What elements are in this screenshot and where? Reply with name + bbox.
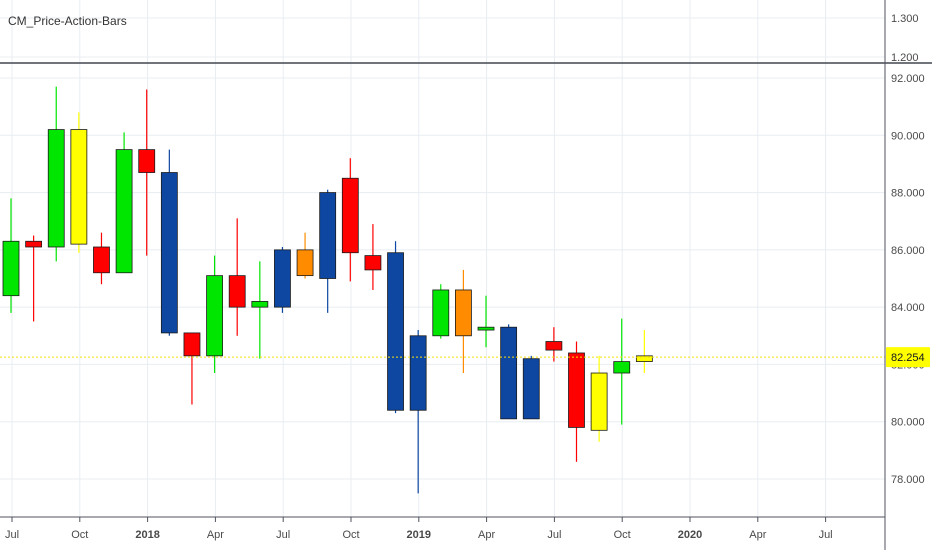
candle-body[interactable] <box>590 372 608 431</box>
x-tick-label: Jul <box>5 529 19 541</box>
candle-body[interactable] <box>160 172 178 334</box>
candle-body[interactable] <box>522 358 540 420</box>
candle-body[interactable] <box>183 332 201 357</box>
x-tick-label: Jul <box>547 529 561 541</box>
x-tick-label: Jul <box>276 529 290 541</box>
chart-grid <box>0 0 885 517</box>
candle-body[interactable] <box>568 352 585 428</box>
candle-body[interactable] <box>635 355 653 362</box>
x-tick-label: Oct <box>614 529 631 541</box>
last-price-badge: 82.254 <box>886 347 930 368</box>
y-tick-label: 80.000 <box>891 417 925 429</box>
last-price-label: 82.254 <box>891 352 925 364</box>
x-tick-label: Apr <box>749 529 766 541</box>
upper-y-tick-label: 1.200 <box>891 52 919 64</box>
x-tick-label: Oct <box>342 529 359 541</box>
candle-body[interactable] <box>138 149 156 173</box>
upper-y-tick-label: 1.300 <box>891 13 919 25</box>
indicator-title: CM_Price-Action-Bars <box>8 14 127 28</box>
x-tick-label: 2020 <box>678 529 702 541</box>
y-tick-label: 92.000 <box>891 73 925 85</box>
candle-body[interactable] <box>2 240 20 297</box>
x-tick-label: Apr <box>478 529 495 541</box>
price-axis[interactable]: 92.00090.00088.00086.00084.00082.00080.0… <box>891 73 925 486</box>
candle-body[interactable] <box>274 249 291 308</box>
candle-body[interactable] <box>500 326 518 420</box>
candle-body[interactable] <box>364 255 382 271</box>
candles-group <box>2 86 653 494</box>
y-tick-label: 84.000 <box>891 302 925 314</box>
candle-body[interactable] <box>477 326 495 331</box>
x-tick-label: 2018 <box>135 529 159 541</box>
x-tick-label: 2019 <box>407 529 431 541</box>
candle-body[interactable] <box>47 129 65 248</box>
indicator-pane: CM_Price-Action-Bars 1.300 1.200 <box>8 13 919 64</box>
candle-body[interactable] <box>251 301 269 308</box>
x-tick-label: Apr <box>207 529 224 541</box>
x-tick-label: Oct <box>71 529 88 541</box>
y-tick-label: 90.000 <box>891 130 925 142</box>
candle-body[interactable] <box>341 177 359 254</box>
candle-body[interactable] <box>432 289 450 337</box>
candle-body[interactable] <box>93 246 110 274</box>
candle-body[interactable] <box>454 289 472 337</box>
x-tick-label: Jul <box>819 529 833 541</box>
candle-body[interactable] <box>409 335 427 411</box>
candle-body[interactable] <box>115 149 133 274</box>
candle-body[interactable] <box>228 275 246 308</box>
y-tick-label: 88.000 <box>891 188 925 200</box>
candle-body[interactable] <box>319 192 337 279</box>
y-tick-label: 86.000 <box>891 245 925 257</box>
candle-body[interactable] <box>25 240 43 248</box>
time-axis[interactable]: Jul Oct 2018 Apr Jul Oct 2019 Apr Jul Oct 2020 Apr J… <box>5 517 833 541</box>
candle-body[interactable] <box>613 361 631 374</box>
y-tick-label: 78.000 <box>891 474 925 486</box>
candle-body[interactable] <box>296 249 314 277</box>
candle-body[interactable] <box>206 275 223 357</box>
candle-body[interactable] <box>70 129 88 245</box>
candle-body[interactable] <box>387 252 404 411</box>
candle-body[interactable] <box>545 341 563 351</box>
